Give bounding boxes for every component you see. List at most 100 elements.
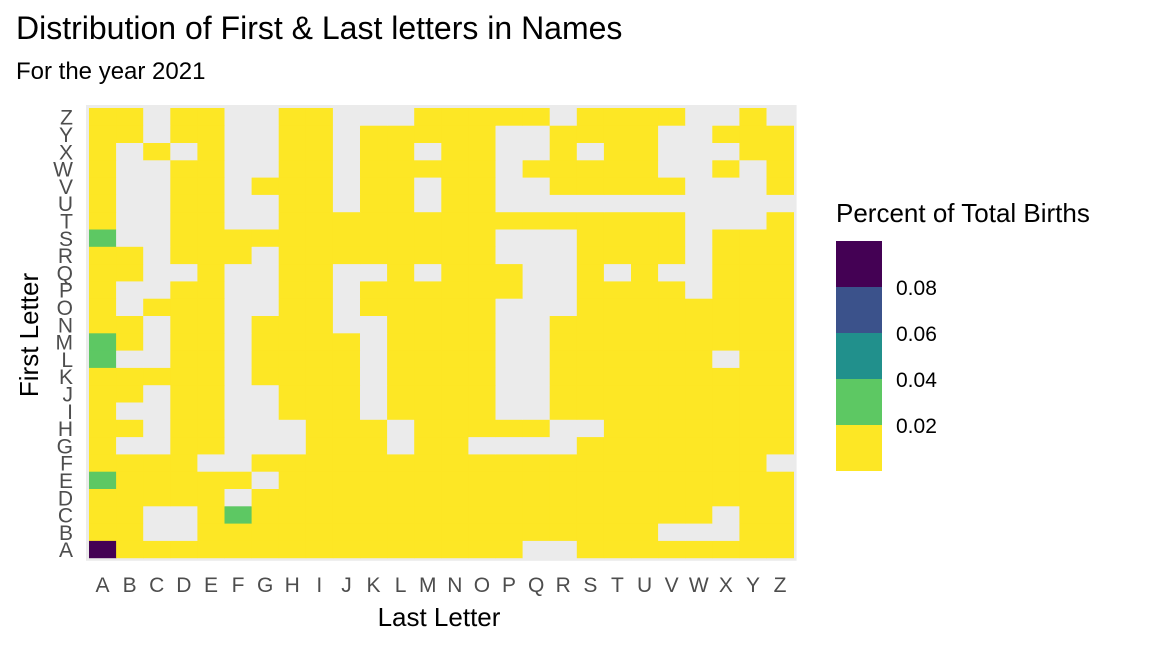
heatmap-cell-D-X — [712, 488, 740, 507]
heatmap-cell-C-M — [414, 505, 442, 524]
heatmap-cell-I-A — [89, 402, 117, 420]
heatmap-cell-Q-V — [658, 263, 686, 282]
legend-tick-label-4: 0.02 — [896, 415, 937, 438]
heatmap-cell-A-J — [332, 540, 361, 559]
heatmap-cell-V-K — [360, 177, 388, 195]
heatmap-cell-Q-J — [332, 263, 361, 282]
heatmap-cell-W-B — [116, 159, 144, 178]
heatmap-cell-F-E — [197, 454, 225, 472]
heatmap-cell-W-V — [658, 159, 686, 178]
x-tick-label-G: G — [257, 574, 273, 597]
heatmap-cell-Z-M — [414, 108, 442, 126]
heatmap-cell-Z-X — [712, 108, 740, 126]
chart-subtitle: For the year 2021 — [16, 58, 206, 85]
heatmap-cell-I-P — [495, 402, 523, 420]
heatmap-cell-E-J — [332, 471, 361, 489]
heatmap-cell-Y-Q — [522, 125, 551, 143]
heatmap-cell-C-L — [387, 505, 415, 524]
heatmap-cell-E-X — [712, 471, 740, 489]
y-tick-label-H: H — [58, 418, 73, 441]
heatmap-cell-T-M — [414, 211, 442, 230]
heatmap-cell-O-S — [576, 298, 605, 316]
heatmap-cell-V-F — [224, 177, 252, 195]
heatmap-cell-L-O — [468, 350, 496, 368]
heatmap-cell-O-N — [441, 298, 469, 316]
heatmap-cell-T-X — [712, 211, 740, 230]
heatmap-cell-L-T — [603, 350, 632, 368]
heatmap-cell-D-Y — [739, 488, 767, 507]
heatmap-cell-I-Y — [739, 402, 767, 420]
heatmap-cell-T-R — [549, 211, 578, 230]
heatmap-cell-K-Z — [766, 367, 794, 386]
heatmap-cell-T-Q — [522, 211, 551, 230]
heatmap-cell-R-X — [712, 246, 740, 265]
heatmap-cell-E-M — [414, 471, 442, 489]
heatmap-cell-B-T — [603, 523, 632, 541]
heatmap-cell-O-M — [414, 298, 442, 316]
heatmap-cell-Z-G — [251, 108, 280, 126]
heatmap-cell-N-O — [468, 315, 496, 334]
heatmap-cell-B-J — [332, 523, 361, 541]
heatmap-cell-L-A — [89, 350, 117, 368]
heatmap-cell-X-S — [576, 142, 605, 161]
heatmap-cell-D-D — [170, 488, 198, 507]
heatmap-cell-H-T — [603, 419, 632, 438]
heatmap-cell-R-M — [414, 246, 442, 265]
heatmap-cell-P-F — [224, 281, 252, 299]
heatmap-cell-G-J — [332, 436, 361, 455]
heatmap-cell-D-H — [278, 488, 307, 507]
x-tick-label-S: S — [583, 574, 597, 597]
heatmap-cell-Y-H — [278, 125, 307, 143]
heatmap-cell-M-G — [251, 332, 280, 351]
heatmap-cell-K-I — [305, 367, 334, 386]
heatmap-cell-X-U — [631, 142, 659, 161]
heatmap-cell-B-E — [197, 523, 225, 541]
heatmap-cell-R-V — [658, 246, 686, 265]
heatmap-cell-M-F — [224, 332, 252, 351]
heatmap-cell-Y-V — [658, 125, 686, 143]
heatmap-cell-R-Z — [766, 246, 794, 265]
heatmap-cell-Z-Y — [739, 108, 767, 126]
heatmap-cell-Q-W — [685, 263, 713, 282]
heatmap-cell-O-J — [332, 298, 361, 316]
heatmap-cell-X-C — [143, 142, 171, 161]
heatmap-cell-K-D — [170, 367, 198, 386]
legend-title: Percent of Total Births — [836, 198, 1090, 228]
heatmap-cell-U-A — [89, 194, 117, 213]
heatmap-cell-S-L — [387, 229, 415, 247]
heatmap-cell-D-L — [387, 488, 415, 507]
heatmap-cell-B-D — [170, 523, 198, 541]
y-tick-label-P: P — [59, 280, 73, 303]
heatmap-cell-Y-T — [603, 125, 632, 143]
heatmap-cell-L-H — [278, 350, 307, 368]
heatmap-cell-H-V — [658, 419, 686, 438]
heatmap-cell-D-O — [468, 488, 496, 507]
heatmap-cell-B-S — [576, 523, 605, 541]
heatmap-cell-Z-W — [685, 108, 713, 126]
heatmap-cell-Q-H — [278, 263, 307, 282]
heatmap-cell-C-N — [441, 505, 469, 524]
heatmap-cell-F-G — [251, 454, 280, 472]
heatmap-cell-M-C — [143, 332, 171, 351]
heatmap-cell-U-L — [387, 194, 415, 213]
heatmap-cell-R-S — [576, 246, 605, 265]
heatmap-cell-W-J — [332, 159, 361, 178]
heatmap-cell-S-U — [631, 229, 659, 247]
heatmap-cell-F-F — [224, 454, 252, 472]
heatmap-cell-P-T — [603, 281, 632, 299]
heatmap-cell-E-G — [251, 471, 280, 489]
heatmap-cell-I-X — [712, 402, 740, 420]
heatmap-cell-N-Y — [739, 315, 767, 334]
heatmap-cell-T-O — [468, 211, 496, 230]
heatmap-cell-J-J — [332, 384, 361, 403]
heatmap-cell-O-B — [116, 298, 144, 316]
x-tick-label-V: V — [665, 574, 679, 597]
heatmap-cell-Z-F — [224, 108, 252, 126]
heatmap-cell-S-S — [576, 229, 605, 247]
heatmap-cell-E-D — [170, 471, 198, 489]
heatmap-cell-C-Z — [766, 505, 794, 524]
heatmap-cell-V-T — [603, 177, 632, 195]
heatmap-cell-G-S — [576, 436, 605, 455]
heatmap-cell-E-W — [685, 471, 713, 489]
heatmap-cell-J-T — [603, 384, 632, 403]
